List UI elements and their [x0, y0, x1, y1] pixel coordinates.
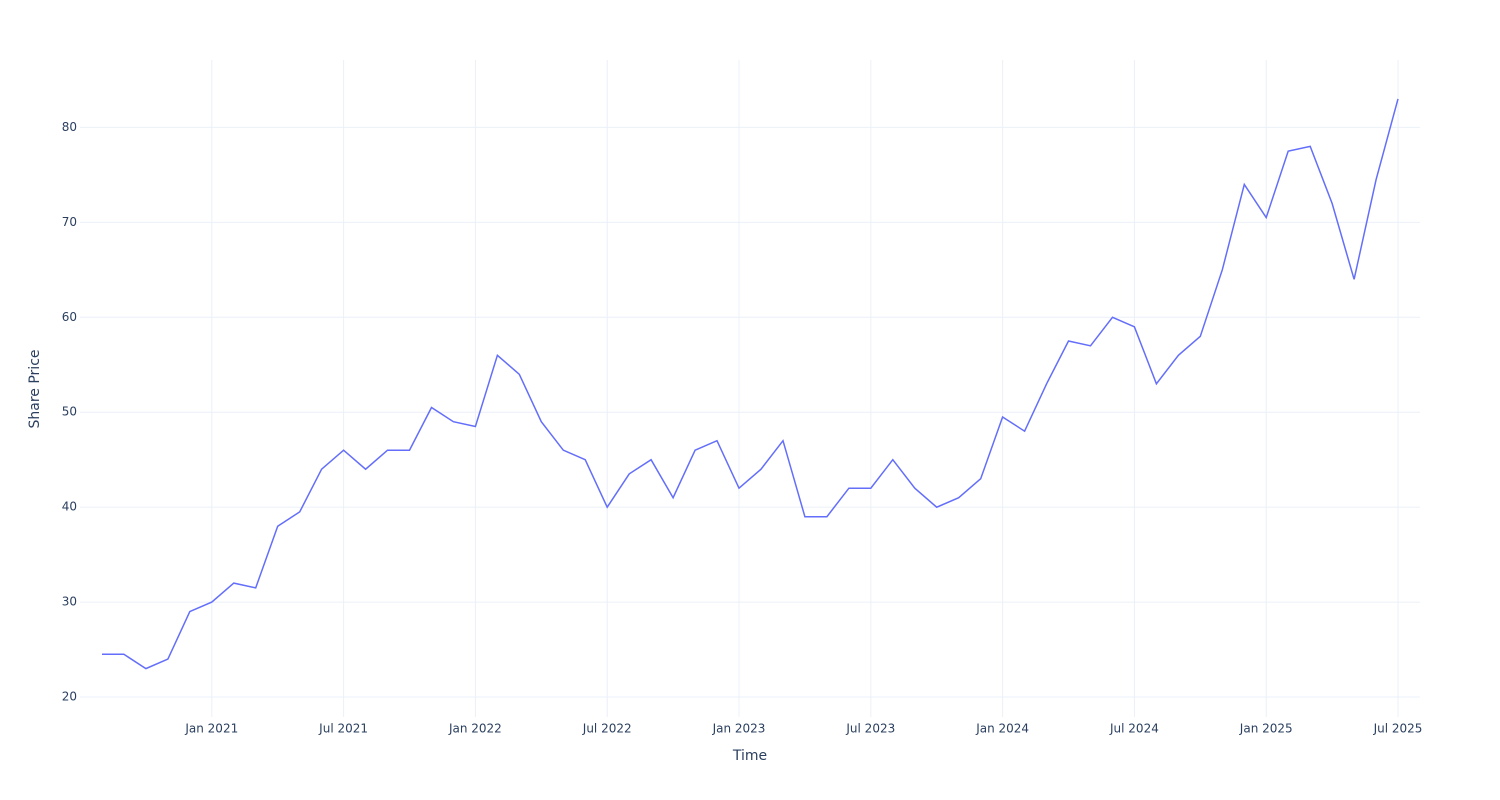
x-tick-label: Jan 2025 [1239, 722, 1293, 736]
x-tick-label: Jan 2022 [448, 722, 502, 736]
x-tick-label: Jul 2022 [582, 722, 632, 736]
y-tick-label: 60 [62, 310, 77, 324]
y-axis-title: Share Price [27, 349, 43, 428]
x-axis-title: Time [732, 748, 767, 764]
y-tick-label: 40 [62, 500, 77, 514]
price-line [102, 98, 1399, 670]
y-tick-label: 20 [62, 690, 77, 704]
y-tick-label: 80 [62, 120, 77, 134]
x-tick-label: Jul 2021 [318, 722, 368, 736]
y-tick-label: 70 [62, 215, 77, 229]
x-tick-label: Jul 2024 [1109, 722, 1159, 736]
x-tick-label: Jul 2023 [845, 722, 895, 736]
y-tick-label: 30 [62, 595, 77, 609]
x-tick-label: Jan 2023 [712, 722, 766, 736]
x-tick-label: Jan 2021 [184, 722, 238, 736]
y-tick-label: 50 [62, 405, 77, 419]
x-tick-label: Jan 2024 [975, 722, 1029, 736]
x-tick-label: Jul 2025 [1373, 722, 1423, 736]
